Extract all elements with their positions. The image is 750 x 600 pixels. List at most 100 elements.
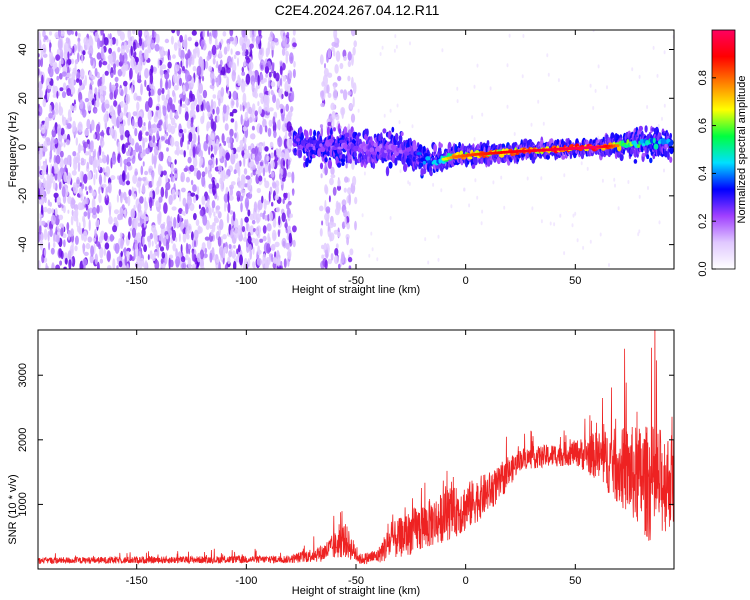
noise-blob <box>70 215 74 226</box>
noise-blob <box>67 196 72 204</box>
noise-blob <box>586 166 589 171</box>
noise-blob <box>251 81 255 93</box>
noise-blob <box>59 260 63 266</box>
noise-blob <box>158 196 163 203</box>
noise-blob <box>61 204 64 209</box>
noise-blob <box>219 42 222 51</box>
noise-blob <box>123 102 128 112</box>
noise-blob <box>530 122 533 127</box>
noise-blob <box>268 163 271 174</box>
noise-blob <box>341 107 345 120</box>
snr-series-line <box>38 330 674 565</box>
noise-blob <box>357 108 360 113</box>
noise-blob <box>137 210 141 221</box>
noise-blob <box>279 103 284 109</box>
noise-blob <box>204 247 208 254</box>
noise-blob <box>213 215 218 223</box>
noise-blob <box>175 256 181 267</box>
noise-blob <box>148 90 151 97</box>
noise-blob <box>160 151 164 162</box>
noise-blob <box>270 171 275 178</box>
noise-blob <box>216 114 220 122</box>
noise-blob <box>285 103 290 112</box>
noise-blob <box>121 204 125 210</box>
spectrogram-noise <box>38 30 674 269</box>
noise-blob <box>347 256 353 263</box>
signal-core <box>319 143 323 148</box>
noise-blob <box>379 52 382 56</box>
noise-blob <box>40 71 43 76</box>
noise-blob <box>123 191 127 201</box>
noise-blob <box>270 89 274 96</box>
noise-blob <box>468 203 471 208</box>
noise-blob <box>506 104 509 109</box>
noise-blob <box>174 173 178 178</box>
noise-blob <box>238 77 242 87</box>
noise-blob <box>195 104 200 113</box>
noise-blob <box>131 58 137 70</box>
noise-blob <box>130 208 136 219</box>
noise-blob <box>120 239 124 249</box>
noise-blob <box>56 143 62 156</box>
noise-blob <box>136 101 140 111</box>
noise-blob <box>56 230 62 237</box>
noise-blob <box>324 163 327 176</box>
noise-blob <box>45 121 49 130</box>
noise-blob <box>272 94 277 104</box>
noise-blob <box>128 189 132 197</box>
noise-blob <box>234 132 237 139</box>
noise-blob <box>181 187 186 193</box>
noise-blob <box>142 183 145 195</box>
noise-blob <box>230 118 235 123</box>
noise-blob <box>227 191 230 204</box>
noise-blob <box>506 63 509 68</box>
noise-blob <box>287 138 293 150</box>
noise-blob <box>197 94 203 106</box>
noise-blob <box>103 232 108 242</box>
bottom-y-tick-label: 2000 <box>17 428 29 452</box>
noise-blob <box>271 201 274 207</box>
noise-blob <box>66 88 72 96</box>
noise-blob <box>226 212 230 224</box>
noise-blob <box>183 167 188 172</box>
noise-blob <box>191 231 194 241</box>
noise-blob <box>224 263 228 269</box>
noise-blob <box>286 171 292 178</box>
noise-blob <box>137 203 142 213</box>
noise-blob <box>63 266 67 269</box>
noise-blob <box>257 74 260 86</box>
signal-core <box>386 149 392 153</box>
noise-blob <box>327 92 332 99</box>
signal-core <box>420 157 425 163</box>
noise-blob <box>125 93 131 105</box>
noise-blob <box>160 136 165 141</box>
noise-blob <box>277 229 281 238</box>
noise-blob <box>251 219 256 225</box>
noise-blob <box>94 108 97 114</box>
noise-blob <box>266 155 270 162</box>
noise-blob <box>290 56 293 61</box>
noise-blob <box>84 186 88 191</box>
noise-blob <box>281 212 286 223</box>
noise-blob <box>60 58 64 65</box>
noise-blob <box>222 234 227 240</box>
noise-blob <box>255 35 261 45</box>
noise-blob <box>57 171 62 183</box>
noise-blob <box>56 75 60 81</box>
noise-blob <box>153 115 158 123</box>
noise-blob <box>148 128 153 136</box>
noise-blob <box>330 102 336 111</box>
noise-blob <box>41 193 44 206</box>
noise-blob <box>137 116 143 128</box>
top-x-tick-label: -50 <box>348 275 364 287</box>
noise-blob <box>589 239 592 244</box>
noise-blob <box>281 237 287 248</box>
noise-blob <box>75 176 81 188</box>
noise-blob <box>155 33 160 44</box>
noise-blob <box>209 71 215 80</box>
noise-blob <box>38 179 41 189</box>
noise-blob <box>55 234 60 244</box>
noise-blob <box>90 245 94 257</box>
noise-blob <box>79 145 84 151</box>
noise-blob <box>594 88 597 93</box>
